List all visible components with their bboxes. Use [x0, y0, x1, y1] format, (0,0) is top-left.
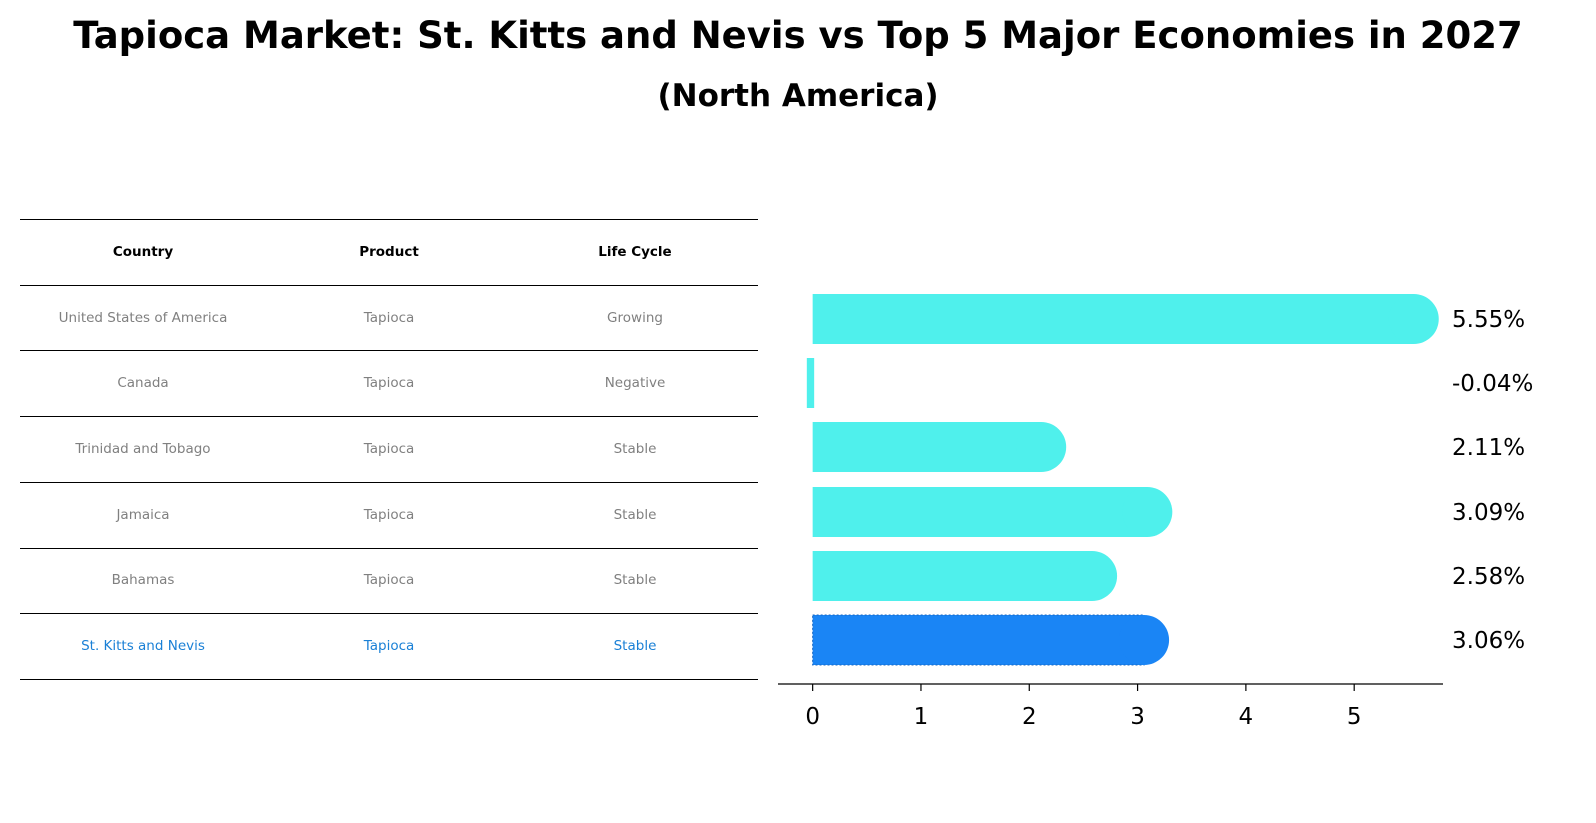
x-tick-label: 3 [1130, 704, 1145, 730]
table-cell: Tapioca [363, 506, 415, 523]
bar-body [812, 422, 1042, 472]
bar [812, 294, 1439, 344]
data-label: 3.06% [1452, 628, 1525, 654]
bar-cap [1119, 615, 1170, 665]
chart-title: Tapioca Market: St. Kitts and Nevis vs T… [73, 14, 1523, 57]
table-rule [20, 416, 758, 418]
table-cell: Stable [613, 506, 657, 523]
bar-body [812, 294, 1414, 344]
bar [812, 551, 1118, 601]
data-label: 2.11% [1452, 435, 1525, 461]
table-cell: Bahamas [111, 572, 175, 589]
x-tick-label: 5 [1347, 704, 1362, 730]
table-header-cell: Life Cycle [598, 243, 672, 260]
table-cell: Stable [613, 440, 657, 457]
table-rule [20, 678, 758, 680]
table-cell: Tapioca [363, 309, 415, 326]
table-cell: Tapioca [363, 572, 415, 589]
table-cell: Canada [117, 375, 169, 392]
table-cell: Stable [613, 572, 657, 589]
table-rule [20, 613, 758, 615]
table-cell: Tapioca [363, 638, 415, 655]
table-rule [20, 284, 758, 286]
data-label: -0.04% [1452, 371, 1533, 397]
table-cell: Tapioca [363, 440, 415, 457]
table-rule [20, 350, 758, 352]
table-cell: Jamaica [116, 506, 170, 523]
table-rule [20, 481, 758, 483]
bar-cap [1067, 551, 1118, 601]
x-tick-label: 0 [805, 704, 820, 730]
table-cell: Stable [613, 638, 657, 655]
table-header-cell: Product [359, 243, 419, 260]
bar [812, 614, 1170, 666]
table-cell: United States of America [58, 309, 228, 326]
table-rule [20, 219, 758, 220]
bar-cap [1016, 422, 1067, 472]
bar-body [812, 614, 1145, 666]
bar-cap [1122, 487, 1173, 537]
chart-subtitle: (North America) [657, 78, 939, 114]
x-tick-label: 4 [1239, 704, 1254, 730]
bar [812, 422, 1067, 472]
x-tick-label: 2 [1022, 704, 1037, 730]
table-cell: Trinidad and Tobago [75, 440, 211, 457]
table-cell: Negative [604, 375, 666, 392]
table-header-cell: Country [112, 243, 174, 260]
x-tick-label: 1 [914, 704, 929, 730]
data-label: 2.58% [1452, 564, 1525, 590]
table-cell: St. Kitts and Nevis [81, 638, 205, 655]
bar-cap [1388, 294, 1439, 344]
bar-body [812, 487, 1148, 537]
data-label: 5.55% [1452, 307, 1525, 333]
bar [812, 487, 1173, 537]
table-rule [20, 547, 758, 549]
table-cell: Growing [607, 309, 663, 326]
data-label: 3.09% [1452, 500, 1525, 526]
bar [806, 358, 815, 408]
bar-body [812, 551, 1093, 601]
table-cell: Tapioca [363, 375, 415, 392]
